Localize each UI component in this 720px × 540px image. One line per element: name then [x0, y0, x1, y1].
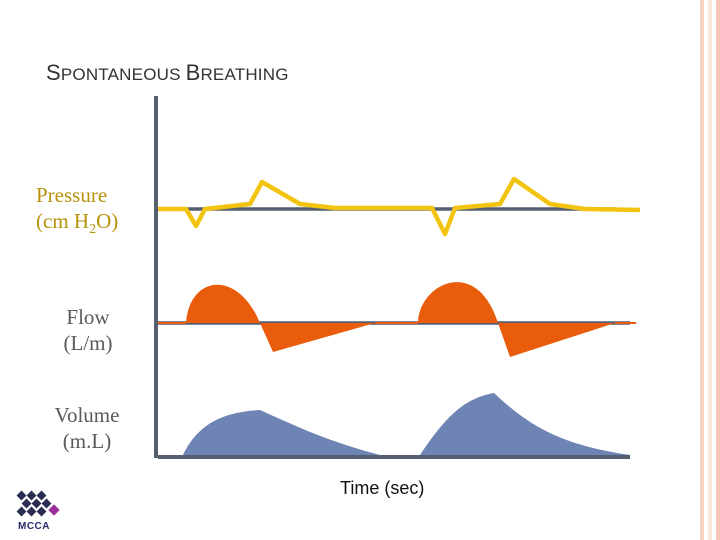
volume-label-line2: (m.L) — [62, 429, 112, 453]
volume-label: Volume (m.L) — [40, 402, 134, 454]
pressure-waveform — [158, 176, 641, 237]
flow-label: Flow (L/m) — [52, 304, 124, 356]
flow-expiration-2 — [498, 323, 615, 357]
flow-inspiration-2 — [418, 282, 498, 323]
flow-inspiration-1 — [186, 284, 260, 323]
title-part: B — [185, 60, 201, 85]
volume-breath-2 — [420, 393, 630, 455]
volume-breath-1 — [183, 410, 380, 455]
title-part: PONTANEOUS — [60, 65, 186, 84]
x-axis — [158, 455, 630, 459]
title-part: REATHING — [200, 65, 289, 84]
pressure-label: Pressure (cm H2O) — [36, 182, 118, 243]
flow-label-line2: (L/m) — [63, 331, 113, 355]
pressure-label-line2: (cm H2O) — [36, 209, 119, 238]
flow-expiration-1 — [260, 323, 375, 352]
y-axis — [154, 96, 158, 458]
title-part: S — [46, 60, 61, 85]
slide-title: SPONTANEOUS BREATHING — [46, 60, 289, 86]
time-axis-label: Time (sec) — [340, 478, 425, 498]
logo-text: MCCA — [18, 521, 50, 532]
flow-label-line1: Flow — [66, 305, 110, 329]
volume-label-line1: Volume — [54, 403, 120, 427]
mcca-logo-icon — [16, 490, 60, 517]
slide-border-left-1 — [700, 0, 704, 540]
slide-border-right — [716, 0, 720, 540]
pressure-label-line1: Pressure — [36, 183, 108, 207]
slide-border-left-2 — [708, 0, 712, 540]
